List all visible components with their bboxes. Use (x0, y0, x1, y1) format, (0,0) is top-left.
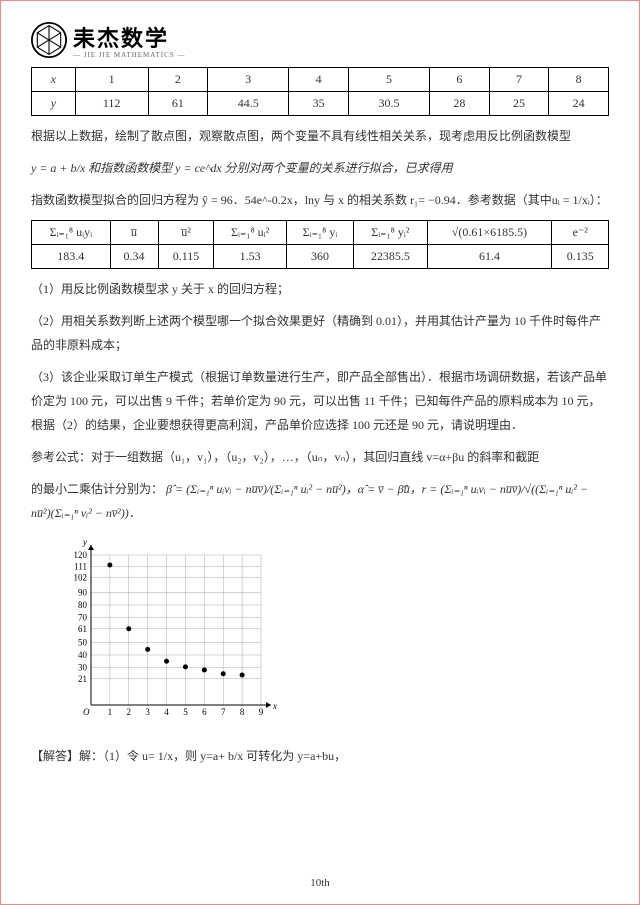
table-cell: 24 (549, 92, 609, 116)
svg-text:1: 1 (108, 707, 113, 717)
scatter-chart: 1 2 3 4 5 6 7 8 9 2130 40 50 6170 80 90 102 111120 Ox y (61, 540, 609, 734)
table-cell: 2 (148, 68, 208, 92)
table-cell: u̅ (110, 221, 158, 245)
table-cell: 35 (289, 92, 349, 116)
table-cell: 0.135 (552, 245, 609, 269)
svg-text:90: 90 (78, 588, 88, 598)
svg-text:5: 5 (183, 707, 188, 717)
logo-subtitle: — JIE JIE MATHEMATICS — (73, 51, 185, 59)
table-cell: 183.4 (32, 245, 111, 269)
table-cell: y (32, 92, 76, 116)
svg-text:4: 4 (164, 707, 169, 717)
svg-text:9: 9 (259, 707, 264, 717)
svg-text:O: O (83, 707, 90, 717)
table-cell: 6 (430, 68, 490, 92)
table-cell: √(0.61×6185.5) (427, 221, 552, 245)
svg-text:6: 6 (202, 707, 207, 717)
table-cell: 4 (289, 68, 349, 92)
table-cell: 1 (75, 68, 148, 92)
svg-text:3: 3 (145, 707, 150, 717)
svg-text:102: 102 (74, 573, 88, 583)
question-2: （2）用相关系数判断上述两个模型哪一个拟合效果更好（精确到 0.01），并用其估… (31, 309, 609, 357)
reference-formula: 的最小二乘估计分别为： β̂ = (Σᵢ₌₁ⁿ uᵢvᵢ − nu̅v̅)/(Σ… (31, 477, 609, 525)
paragraph-2: 指数函数模型拟合的回归方程为 ŷ = 96．54e^-0.2x，lny 与 x … (31, 188, 609, 212)
svg-text:40: 40 (78, 650, 88, 660)
svg-text:70: 70 (78, 613, 88, 623)
table-cell: 8 (549, 68, 609, 92)
table-cell: x (32, 68, 76, 92)
table-cell: 22385.5 (354, 245, 427, 269)
table-cell: Σᵢ₌₁⁸ yᵢ² (354, 221, 427, 245)
table-cell: e⁻² (552, 221, 609, 245)
table-cell: 28 (430, 92, 490, 116)
logo-icon (31, 22, 67, 58)
header: 耒杰数学 — JIE JIE MATHEMATICS — (31, 21, 609, 59)
svg-text:y: y (82, 540, 87, 547)
reference-text: 参考公式：对于一组数据（u₁，v₁），（u₂，v₂），…，（uₙ，vₙ），其回归… (31, 445, 609, 469)
svg-text:111: 111 (74, 561, 87, 571)
table-cell: u̅² (158, 221, 214, 245)
table-cell: 112 (75, 92, 148, 116)
svg-text:7: 7 (221, 707, 226, 717)
table-cell: 30.5 (348, 92, 429, 116)
svg-text:50: 50 (78, 638, 88, 648)
formula-1: y = a + b/x 和指数函数模型 y = ce^dx 分别对两个变量的关系… (31, 156, 609, 180)
table-cell: Σᵢ₌₁⁸ yᵢ (286, 221, 353, 245)
table-cell: 360 (286, 245, 353, 269)
table-cell: Σᵢ₌₁⁸ uᵢyᵢ (32, 221, 111, 245)
table-cell: 61 (148, 92, 208, 116)
solution-text: 【解答】解：（1）令 u= 1/x，则 y=a+ b/x 可转化为 y=a+bu… (31, 744, 609, 768)
table-cell: 7 (489, 68, 549, 92)
table-cell: 0.115 (158, 245, 214, 269)
question-3: （3）该企业采取订单生产模式（根据订单数量进行生产，即产品全部售出）．根据市场调… (31, 365, 609, 437)
table-cell: 1.53 (214, 245, 286, 269)
table-cell: 0.34 (110, 245, 158, 269)
svg-text:30: 30 (78, 663, 88, 673)
table-cell: Σᵢ₌₁⁸ uᵢ² (214, 221, 286, 245)
logo-title: 耒杰数学 (73, 21, 185, 53)
svg-text:8: 8 (240, 707, 245, 717)
data-table-2: Σᵢ₌₁⁸ uᵢyᵢu̅u̅²Σᵢ₌₁⁸ uᵢ²Σᵢ₌₁⁸ yᵢΣᵢ₌₁⁸ yᵢ… (31, 220, 609, 269)
question-1: （1）用反比例函数模型求 y 关于 x 的回归方程； (31, 277, 609, 301)
svg-text:61: 61 (78, 624, 87, 634)
svg-text:80: 80 (78, 600, 88, 610)
svg-text:2: 2 (127, 707, 131, 717)
data-table-1: x12345678 y1126144.53530.5282524 (31, 67, 609, 116)
table-cell: 61.4 (427, 245, 552, 269)
paragraph-1: 根据以上数据，绘制了散点图，观察散点图，两个变量不具有线性相关关系，现考虑用反比… (31, 124, 609, 148)
page-number: 10th (1, 877, 639, 889)
table-cell: 25 (489, 92, 549, 116)
table-cell: 5 (348, 68, 429, 92)
table-cell: 44.5 (208, 92, 289, 116)
table-cell: 3 (208, 68, 289, 92)
svg-text:x: x (272, 701, 277, 711)
svg-text:120: 120 (74, 550, 88, 560)
svg-text:21: 21 (78, 674, 87, 684)
